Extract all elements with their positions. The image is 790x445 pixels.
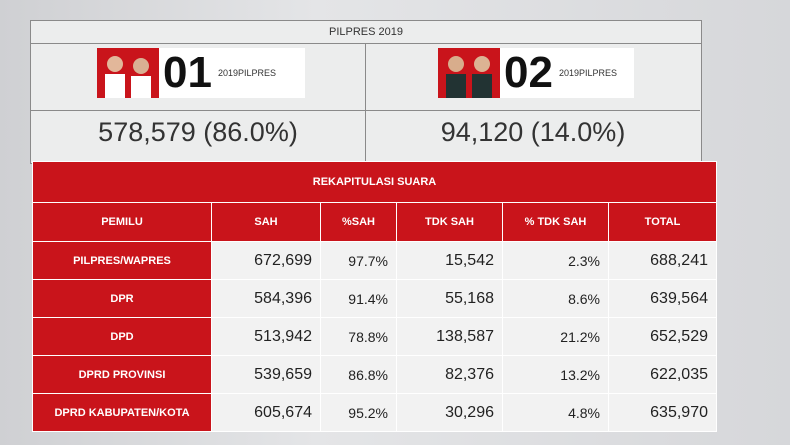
cell: 97.7% [320,241,397,280]
panel-title: PILPRES 2019 [31,21,701,44]
cell: 15,542 [396,241,503,280]
header-row: PEMILU SAH %SAH TDK SAH% TDK SAH TOTAL [32,202,717,242]
cell: 138,587 [396,317,503,356]
candidate-result: 94,120 (14.0%) [366,110,700,148]
table-row: PILPRES/WAPRES 672,699 97.7% 15,542 2.3% 688,… [32,241,717,280]
cell: 688,241 [608,241,717,280]
cell: 622,035 [608,355,717,394]
table-row: DPRD PROVINSI 539,659 86.8% 82,376 13.2% 622,… [32,355,717,394]
row-label: DPR [32,279,212,318]
column-header: %SAH [320,202,397,242]
cell: 13.2% [502,355,609,394]
row-label: DPD [32,317,212,356]
candidate-badge: 02 2019PILPRES [438,48,634,98]
candidate-number: 02 [504,48,553,97]
candidate-panel: PILPRES 2019 01 2019PILPRES 578,579 (86.… [30,20,702,164]
cell: 584,396 [211,279,321,318]
cell: 652,529 [608,317,717,356]
row-label: DPRD KABUPATEN/KOTA [32,393,212,432]
candidate: 01 2019PILPRES 578,579 (86.0%) [31,44,366,162]
cell: 8.6% [502,279,609,318]
cell: 539,659 [211,355,321,394]
title-row: REKAPITULASI SUARA [32,161,717,203]
cell: 55,168 [396,279,503,318]
cell: 513,942 [211,317,321,356]
cell: 30,296 [396,393,503,432]
candidate-logo: 2019PILPRES [217,68,276,78]
row-label: PILPRES/WAPRES [32,241,212,280]
cell: 78.8% [320,317,397,356]
candidate-number: 01 [163,48,212,97]
cell: 86.8% [320,355,397,394]
candidate-photo [97,48,159,98]
cell: 639,564 [608,279,717,318]
candidate: 02 2019PILPRES 94,120 (14.0%) [366,44,700,162]
cell: 21.2% [502,317,609,356]
cell: 4.8% [502,393,609,432]
column-header: % TDK SAH [502,202,609,242]
candidate-result: 578,579 (86.0%) [31,110,365,148]
row-label: DPRD PROVINSI [32,355,212,394]
table-row: DPRD KABUPATEN/KOTA 605,674 95.2% 30,296 4.8… [32,393,717,432]
cell: 605,674 [211,393,321,432]
cell: 95.2% [320,393,397,432]
cell: 672,699 [211,241,321,280]
cell: 635,970 [608,393,717,432]
candidate-badge: 01 2019PILPRES [97,48,305,98]
table-row: DPD 513,942 78.8% 138,587 21.2% 652,529 [32,317,717,356]
table-title: REKAPITULASI SUARA [32,161,717,203]
candidate-photo [438,48,500,98]
table-row: DPR 584,396 91.4% 55,168 8.6% 639,564 [32,279,717,318]
column-header: TOTAL [608,202,717,242]
cell: 91.4% [320,279,397,318]
cell: 82,376 [396,355,503,394]
column-header: SAH [211,202,321,242]
column-header: TDK SAH [396,202,503,242]
cell: 2.3% [502,241,609,280]
column-header: PEMILU [32,202,212,242]
recap-table: REKAPITULASI SUARA PEMILU SAH %SAH TDK SAH% … [32,161,717,432]
candidate-logo: 2019PILPRES [558,68,617,78]
